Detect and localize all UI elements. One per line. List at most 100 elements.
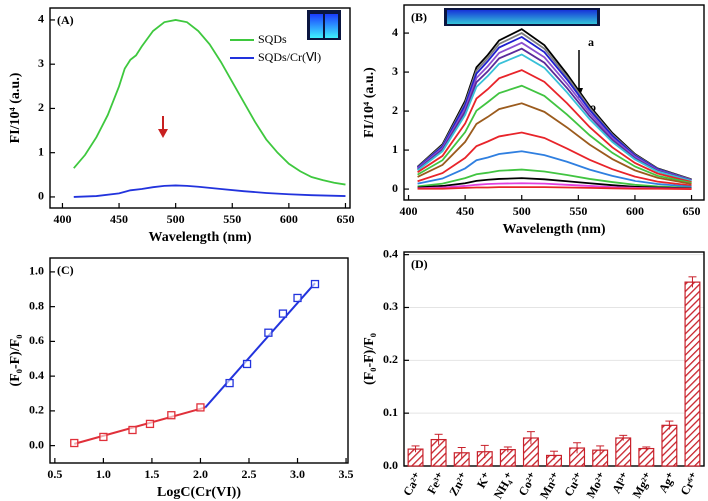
y-tick-label: 0 bbox=[38, 189, 44, 203]
legend-label: SQDs bbox=[258, 32, 287, 46]
y-tick-label: 4 bbox=[392, 25, 398, 39]
y-tick-label: 3 bbox=[392, 64, 398, 78]
data-line bbox=[417, 84, 692, 184]
arrowhead bbox=[158, 129, 168, 138]
plot-frame bbox=[49, 257, 349, 464]
data-line bbox=[417, 47, 692, 182]
marker bbox=[242, 359, 252, 369]
panel-label: (B) bbox=[411, 10, 427, 24]
y-tick-label: 3 bbox=[38, 56, 44, 70]
marker bbox=[167, 411, 176, 420]
marker bbox=[225, 378, 234, 388]
marker bbox=[99, 432, 108, 442]
x-tick-label: 3.0 bbox=[290, 467, 305, 481]
x-axis-label: Wavelength (nm) bbox=[148, 230, 251, 245]
data-line bbox=[417, 53, 692, 182]
x-tick-label: NH₄⁺ bbox=[491, 470, 517, 501]
x-tick-label: Cr⁶⁺ bbox=[677, 470, 701, 498]
data-line bbox=[204, 282, 316, 409]
data-line bbox=[417, 168, 692, 189]
data-line bbox=[74, 406, 206, 445]
y-axis-label: FI/10⁴ (a.u.) bbox=[8, 72, 23, 143]
x-tick-label: Al³⁺ bbox=[609, 470, 632, 496]
x-tick-label: 400 bbox=[400, 204, 418, 218]
y-tick-label: 2 bbox=[38, 100, 44, 114]
y-tick-label: 1 bbox=[38, 144, 44, 158]
panel-label: (A) bbox=[57, 13, 74, 27]
x-tick-label: 550 bbox=[223, 212, 241, 226]
plot-frame bbox=[49, 7, 351, 209]
x-tick-label: 400 bbox=[53, 212, 71, 226]
x-tick-label: Fe³⁺ bbox=[424, 470, 447, 497]
y-axis-label: (F₀-F)/F₀ bbox=[362, 333, 377, 385]
marker bbox=[128, 425, 137, 435]
data-line bbox=[417, 186, 692, 190]
annotation: o bbox=[590, 100, 596, 114]
plot-frame bbox=[403, 4, 705, 201]
y-tick-label: 0.8 bbox=[29, 298, 44, 312]
x-tick-label: Mo²⁺ bbox=[583, 470, 609, 501]
x-tick-label: 500 bbox=[167, 212, 185, 226]
x-tick-label: 650 bbox=[336, 212, 354, 226]
data-line bbox=[417, 131, 692, 187]
marker bbox=[70, 438, 79, 448]
x-tick-label: 450 bbox=[456, 204, 474, 218]
data-line bbox=[73, 184, 346, 198]
marker bbox=[310, 279, 320, 289]
x-tick-label: K⁺ bbox=[474, 470, 494, 491]
y-axis-label: (F₀-F)/F₀ bbox=[8, 335, 23, 387]
x-tick-label: 2.0 bbox=[193, 467, 208, 481]
plot-frame bbox=[403, 251, 705, 467]
x-tick-label: 3.5 bbox=[339, 467, 354, 481]
marker bbox=[293, 293, 302, 303]
y-tick-label: 0.6 bbox=[29, 333, 44, 347]
x-tick-label: 1.5 bbox=[144, 467, 159, 481]
marker bbox=[278, 309, 288, 318]
legend-label: SQDs/Cr(Ⅵ) bbox=[258, 50, 321, 64]
x-tick-label: Zn²⁺ bbox=[446, 470, 470, 498]
y-tick-label: 0.1 bbox=[383, 405, 398, 419]
data-line bbox=[73, 19, 346, 186]
x-tick-label: Cu²⁺ bbox=[561, 470, 586, 499]
x-tick-label: 500 bbox=[513, 204, 531, 218]
bar bbox=[684, 281, 701, 467]
y-tick-label: 2 bbox=[392, 103, 398, 117]
x-tick-label: 600 bbox=[280, 212, 298, 226]
y-tick-label: 0.0 bbox=[29, 437, 44, 451]
marker bbox=[145, 419, 155, 429]
x-tick-label: 450 bbox=[110, 212, 128, 226]
marker bbox=[264, 328, 273, 337]
bar bbox=[661, 424, 678, 467]
x-tick-label: Ca²⁺ bbox=[400, 470, 424, 498]
x-tick-label: 1.0 bbox=[96, 467, 111, 481]
bar bbox=[638, 447, 655, 467]
y-tick-label: 0.2 bbox=[29, 403, 44, 417]
x-axis-label: LogC(Cr(VI)) bbox=[157, 485, 241, 500]
panel-label: (D) bbox=[411, 257, 428, 271]
y-tick-label: 0.4 bbox=[383, 246, 398, 260]
x-tick-label: 550 bbox=[569, 204, 587, 218]
data-line bbox=[417, 150, 692, 188]
x-tick-label: 2.5 bbox=[241, 467, 256, 481]
x-tick-label: Mn²⁺ bbox=[537, 470, 563, 501]
data-line bbox=[416, 35, 692, 181]
x-tick-label: 650 bbox=[683, 204, 701, 218]
inset-photo bbox=[444, 8, 600, 26]
inset-photo bbox=[307, 10, 341, 40]
y-tick-label: 4 bbox=[38, 12, 44, 26]
y-tick-label: 0.2 bbox=[383, 352, 398, 366]
data-line bbox=[417, 102, 692, 185]
x-tick-label: 600 bbox=[626, 204, 644, 218]
x-axis-label: Wavelength (nm) bbox=[502, 222, 605, 237]
y-tick-label: 0.3 bbox=[383, 299, 398, 313]
marker bbox=[196, 403, 205, 412]
y-axis-label: FI/10⁴ (a.u.) bbox=[362, 67, 377, 138]
x-tick-label: 0.5 bbox=[47, 467, 62, 481]
y-tick-label: 0.4 bbox=[29, 368, 44, 382]
y-tick-label: 0 bbox=[392, 181, 398, 195]
y-tick-label: 1.0 bbox=[29, 264, 44, 278]
data-line bbox=[417, 177, 692, 190]
bar bbox=[615, 437, 632, 467]
data-line bbox=[417, 69, 692, 183]
